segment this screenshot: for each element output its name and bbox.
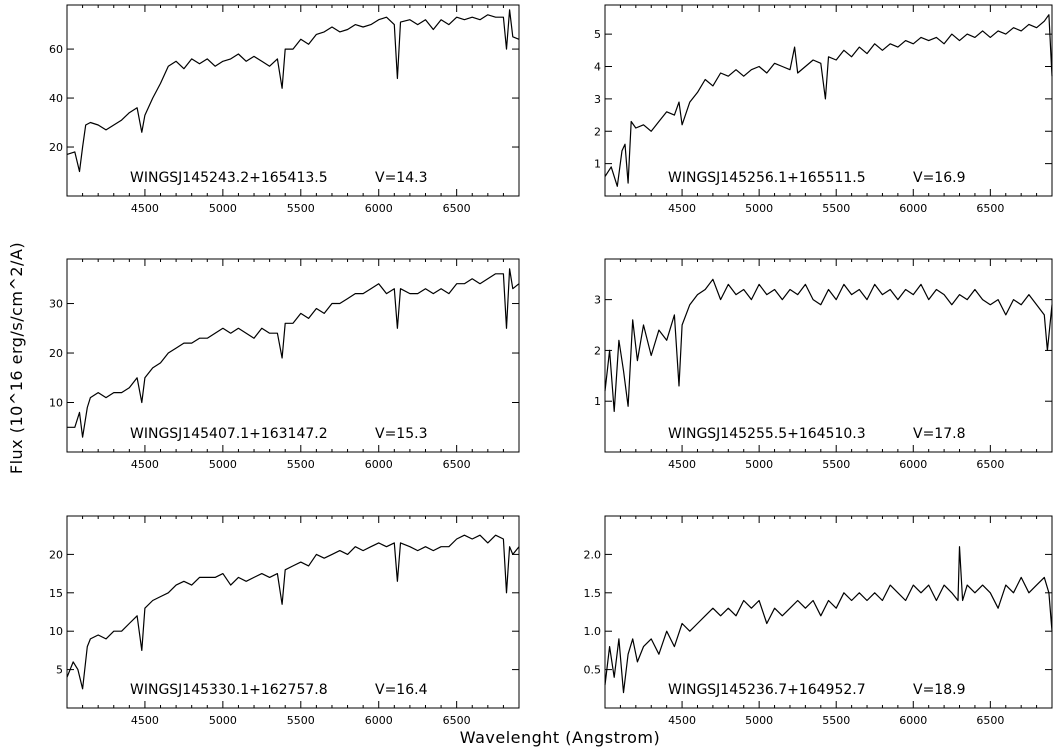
panel-frame: [66, 515, 520, 709]
x-tick-label: 6500: [976, 202, 1004, 215]
v-magnitude-label: V=16.9: [913, 170, 965, 186]
y-tick-label: 1: [594, 158, 601, 171]
y-tick-label: 0.5: [584, 664, 602, 677]
x-tick-label: 6000: [365, 714, 393, 727]
y-tick-label: 4: [594, 61, 601, 74]
x-tick-label: 5000: [209, 714, 237, 727]
spectrum-line: [66, 9, 520, 173]
x-tick-label: 5500: [822, 714, 850, 727]
y-tick-label: 5: [594, 28, 601, 41]
y-tick-label: 1.0: [584, 625, 602, 638]
x-tick-label: 6000: [365, 202, 393, 215]
spectrum-line: [67, 268, 520, 438]
object-name-label: WINGSJ145236.7+164952.7: [668, 682, 866, 698]
x-tick-label: 5500: [287, 458, 315, 471]
y-tick-label: 1.5: [584, 587, 602, 600]
object-name-label: WINGSJ145255.5+164510.3: [668, 426, 866, 442]
x-tick-label: 4500: [668, 714, 696, 727]
y-tick-label: 1: [594, 395, 601, 408]
y-tick-label: 3: [594, 93, 601, 106]
y-tick-label: 10: [49, 625, 63, 638]
spectrum-line: [604, 278, 1053, 412]
x-tick-label: 4500: [131, 458, 159, 471]
spectrum-line: [66, 534, 520, 690]
object-name-label: WINGSJ145330.1+162757.8: [130, 682, 328, 698]
panel-frame: [604, 4, 1053, 197]
x-tick-label: 4500: [668, 202, 696, 215]
x-tick-label: 5500: [822, 458, 850, 471]
x-tick-label: 6500: [976, 458, 1004, 471]
object-name-label: WINGSJ145407.1+163147.2: [130, 426, 328, 442]
x-tick-label: 6500: [976, 714, 1004, 727]
x-tick-label: 4500: [668, 458, 696, 471]
y-tick-label: 15: [49, 587, 63, 600]
y-tick-label: 2: [594, 344, 601, 357]
object-name-label: WINGSJ145243.2+165413.5: [130, 170, 328, 186]
y-tick-label: 20: [49, 548, 63, 561]
x-axis-title: Wavelenght (Angstrom): [460, 728, 660, 747]
spectrum-panels: 4500 5000 5500 6000 6500 20 40 60 WINGSJ145243.2…: [49, 4, 1053, 727]
spectrum-panel-1: 4500 5000 5500 6000 6500 20 40 60 WINGSJ145243.2…: [49, 4, 520, 215]
x-tick-label: 6000: [365, 458, 393, 471]
y-tick-label: 40: [49, 92, 63, 105]
v-magnitude-label: V=17.8: [913, 426, 965, 442]
x-tick-label: 6000: [899, 714, 927, 727]
x-tick-label: 5500: [287, 202, 315, 215]
y-tick-label: 5: [56, 664, 63, 677]
spectrum-line: [604, 546, 1053, 694]
spectrum-panel-3: 4500 5000 5500 6000 6500 10 20 30 WINGSJ145407.1…: [49, 258, 520, 471]
x-tick-label: 6500: [443, 714, 471, 727]
x-tick-label: 5000: [745, 202, 773, 215]
v-magnitude-label: V=14.3: [375, 170, 427, 186]
x-tick-label: 4500: [131, 714, 159, 727]
spectrum-panel-2: 4500 5000 5500 6000 6500 1 2 3 4 5 WINGSJ145256.1+…: [594, 4, 1053, 215]
x-tick-label: 5500: [822, 202, 850, 215]
x-tick-label: 6000: [899, 202, 927, 215]
x-tick-label: 6500: [443, 458, 471, 471]
y-tick-label: 2: [594, 125, 601, 138]
panel-frame: [604, 258, 1053, 453]
x-tick-label: 5000: [745, 714, 773, 727]
y-axis-title: Flux (10^16 erg/s/cm^2/A): [7, 242, 26, 474]
panel-frame: [66, 4, 520, 197]
object-name-label: WINGSJ145256.1+165511.5: [668, 170, 866, 186]
panel-frame: [66, 258, 520, 453]
x-tick-label: 6500: [443, 202, 471, 215]
v-magnitude-label: V=15.3: [375, 426, 427, 442]
x-tick-label: 5000: [209, 458, 237, 471]
y-tick-label: 3: [594, 294, 601, 307]
v-magnitude-label: V=18.9: [913, 682, 965, 698]
panel-frame: [604, 515, 1053, 709]
y-tick-label: 10: [49, 397, 63, 410]
x-tick-label: 4500: [131, 202, 159, 215]
y-tick-label: 20: [49, 347, 63, 360]
x-tick-label: 5000: [745, 458, 773, 471]
x-tick-label: 6000: [899, 458, 927, 471]
x-tick-label: 5500: [287, 714, 315, 727]
y-tick-label: 60: [49, 43, 63, 56]
y-tick-label: 20: [49, 141, 63, 154]
y-tick-label: 2.0: [584, 548, 602, 561]
spectrum-line: [604, 14, 1053, 187]
v-magnitude-label: V=16.4: [375, 682, 428, 698]
x-tick-label: 5000: [209, 202, 237, 215]
spectrum-panel-5: 4500 5000 5500 6000 6500 5 10 15 20 WINGSJ145330.…: [49, 515, 520, 727]
spectrum-panel-6: 4500 5000 5500 6000 6500 0.5 1.0 1.5 2.0 WINGSJ14…: [584, 515, 1053, 727]
spectrum-panel-4: 4500 5000 5500 6000 6500 1 2 3 WINGSJ145255.5+16…: [594, 258, 1053, 471]
y-tick-label: 30: [49, 298, 63, 311]
